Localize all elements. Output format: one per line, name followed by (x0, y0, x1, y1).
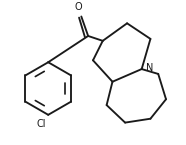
Text: O: O (75, 2, 82, 12)
Text: N: N (146, 63, 153, 73)
Text: Cl: Cl (37, 119, 46, 129)
